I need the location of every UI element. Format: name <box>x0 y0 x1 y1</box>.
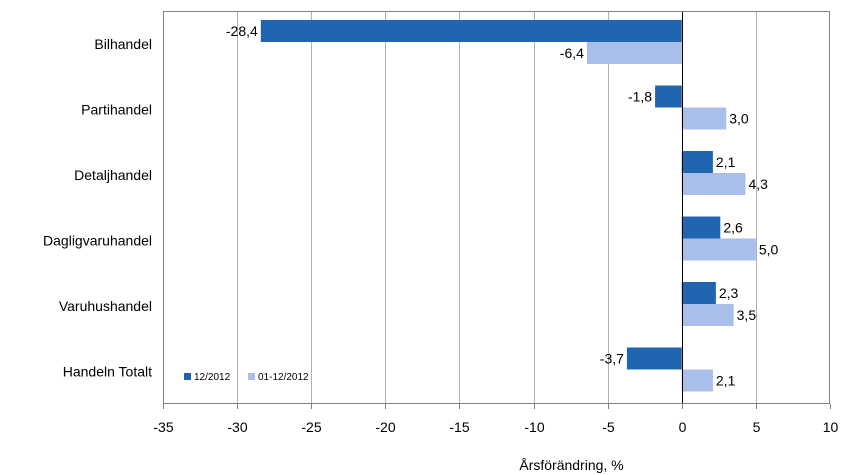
bar <box>260 20 682 42</box>
category-label: Handeln Totalt <box>63 363 152 379</box>
gridlines <box>237 11 757 404</box>
x-tick-label: 5 <box>753 419 761 435</box>
plot-background <box>163 11 830 404</box>
bar-value-label: 4,3 <box>749 176 769 192</box>
x-axis-title: Årsförändring, % <box>519 457 623 473</box>
x-tick-label: -25 <box>301 419 321 435</box>
x-tick-label: 0 <box>679 419 687 435</box>
bar <box>586 42 682 64</box>
legend-label: 12/2012 <box>194 372 231 383</box>
bar-value-label: 2,1 <box>716 154 736 170</box>
bar-value-label: 3,5 <box>737 307 757 323</box>
category-label: Partihandel <box>81 101 152 117</box>
legend: 12/2012 01-12/2012 <box>184 372 309 383</box>
x-axis-ticks: -35 -30 -25 -20 -15 -10 -5 0 5 10 <box>153 404 838 435</box>
bar <box>681 238 756 261</box>
bar-value-label: 2,3 <box>719 285 739 301</box>
bars <box>260 20 756 392</box>
x-tick-label: -10 <box>524 419 544 435</box>
x-tick-label: -30 <box>227 419 247 435</box>
plot-frame <box>163 11 830 404</box>
bar-value-label: 5,0 <box>759 242 779 258</box>
x-tick-label: 10 <box>823 419 839 435</box>
bar-value-label: 2,1 <box>716 373 736 389</box>
bar-value-label: -28,4 <box>226 23 258 39</box>
bar-value-labels: -28,4 -6,4 -1,8 3,0 2,1 4,3 2,6 5,0 2,3 3,5 -3,7 2,… <box>226 23 779 389</box>
bar <box>681 369 713 392</box>
bar-value-label: -3,7 <box>600 351 624 367</box>
x-tick-label: -15 <box>449 419 469 435</box>
x-tick-label: -5 <box>602 419 615 435</box>
bar <box>681 216 721 239</box>
legend-swatch <box>184 373 191 380</box>
bar-value-label: 2,6 <box>723 220 743 236</box>
legend-swatch <box>248 373 255 380</box>
x-tick-label: -35 <box>153 419 173 435</box>
x-tick-label: -20 <box>375 419 395 435</box>
bar <box>655 85 682 108</box>
bar <box>681 151 713 173</box>
category-label: Dagligvaruhandel <box>43 232 152 248</box>
category-label: Detaljhandel <box>74 167 152 183</box>
category-label: Bilhandel <box>94 36 152 52</box>
bar <box>681 107 727 130</box>
category-label: Varuhushandel <box>59 298 152 314</box>
bar-value-label: -1,8 <box>628 89 652 105</box>
category-labels: Bilhandel Partihandel Detaljhandel Dagligva… <box>43 36 152 380</box>
bar-value-label: -6,4 <box>560 45 584 61</box>
bar <box>681 304 734 326</box>
bar <box>681 282 716 304</box>
bar <box>626 347 682 370</box>
legend-label: 01-12/2012 <box>258 372 309 383</box>
bar <box>681 173 746 195</box>
bar-value-label: 3,0 <box>729 111 749 127</box>
